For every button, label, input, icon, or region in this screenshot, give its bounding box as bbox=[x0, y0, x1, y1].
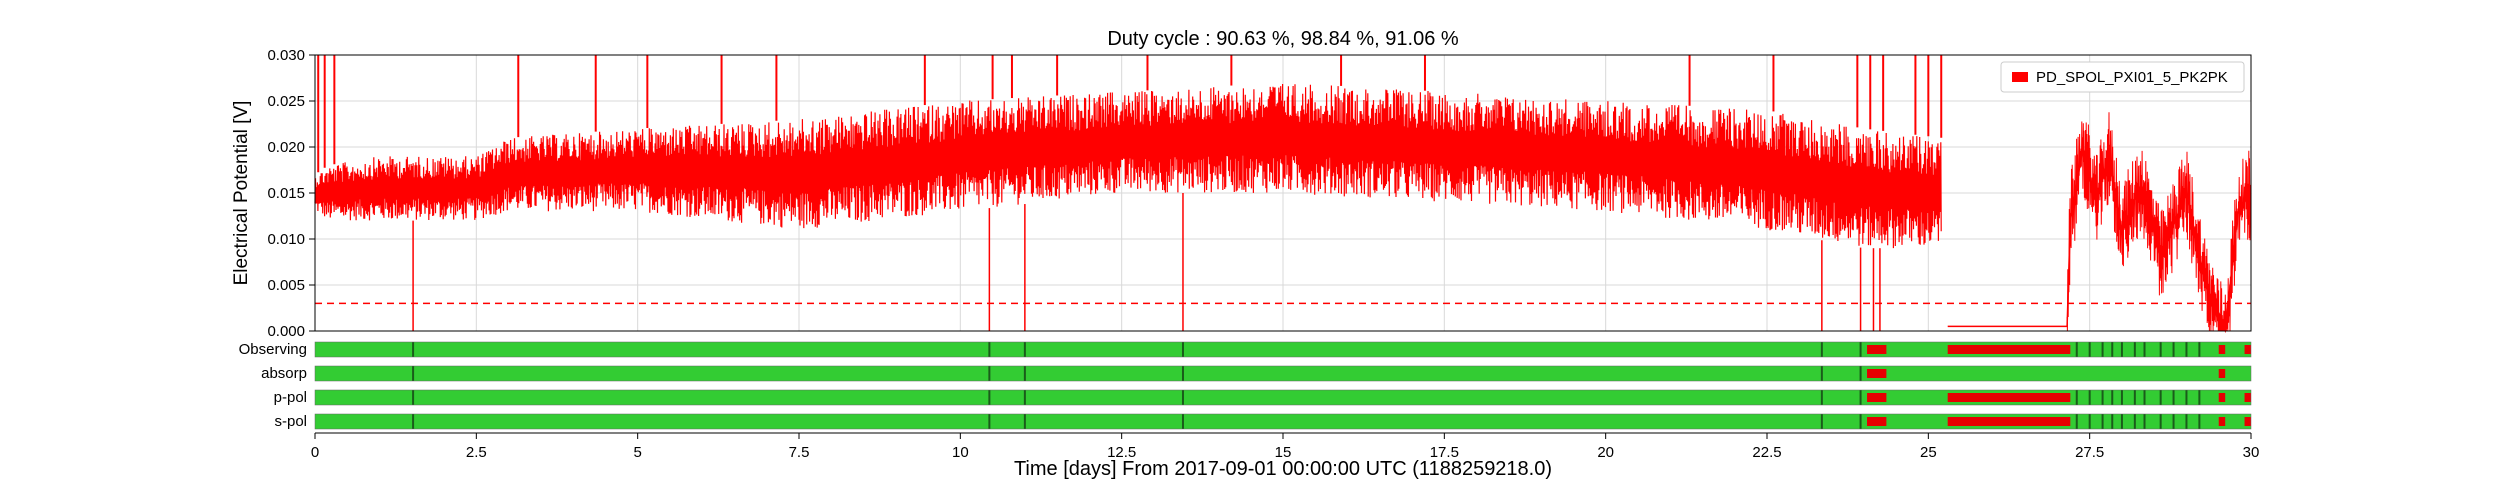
y-tick-label: 0.025 bbox=[267, 93, 305, 110]
x-tick-label: 20 bbox=[1597, 444, 1614, 461]
chart-title: Duty cycle : 90.63 %, 98.84 %, 91.06 % bbox=[1107, 28, 1459, 50]
segment-row-label: absorp bbox=[261, 365, 307, 382]
segment-row-frame bbox=[314, 413, 2252, 430]
segment-on-bar bbox=[315, 342, 2251, 357]
segment-off-bar bbox=[1947, 417, 2071, 426]
segment-off-bar bbox=[2244, 345, 2251, 354]
y-tick-label: 0.030 bbox=[267, 47, 305, 64]
legend-entry: PD_SPOL_PXI01_5_PK2PK bbox=[2036, 69, 2228, 86]
segment-row-frame bbox=[314, 365, 2252, 382]
y-tick-label: 0.020 bbox=[267, 139, 305, 156]
segment-off-bar bbox=[2218, 393, 2226, 402]
segment-on-bar bbox=[315, 390, 2251, 405]
x-tick-label: 22.5 bbox=[1752, 444, 1781, 461]
x-tick-label: 10 bbox=[952, 444, 969, 461]
x-axis-label: Time [days] From 2017-09-01 00:00:00 UTC… bbox=[1014, 458, 1552, 480]
legend-box bbox=[2000, 61, 2245, 93]
x-tick-label: 25 bbox=[1920, 444, 1937, 461]
main-plot: 0.000 0.005 0.010 0.015 0.020 0.025 0.030 Elec… bbox=[231, 47, 2252, 340]
legend-swatch bbox=[2012, 72, 2028, 82]
segment-row-frame bbox=[314, 389, 2252, 406]
series-layer bbox=[314, 55, 2252, 334]
segment-off-bar bbox=[1947, 393, 2071, 402]
segment-off-bar bbox=[2218, 345, 2226, 354]
segment-row-frame bbox=[314, 341, 2252, 358]
x-tick-label: 17.5 bbox=[1430, 444, 1459, 461]
legend: PD_SPOL_PXI01_5_PK2PK bbox=[2000, 61, 2245, 93]
segment-off-bar bbox=[2244, 393, 2251, 402]
y-tick-label: 0.000 bbox=[267, 323, 305, 340]
series-line-main bbox=[314, 83, 1942, 249]
segment-rows: Observing absorp p-pol s-pol bbox=[239, 341, 2252, 430]
x-tick-label: 12.5 bbox=[1107, 444, 1136, 461]
x-tick-label: 7.5 bbox=[789, 444, 810, 461]
x-tick-label: 2.5 bbox=[466, 444, 487, 461]
y-axis-label: Electrical Potential [V] bbox=[231, 101, 252, 286]
segment-off-bar bbox=[1867, 393, 1887, 402]
segment-off-bar bbox=[1947, 345, 2071, 354]
segment-row-label: p-pol bbox=[274, 389, 307, 406]
x-tick-label: 27.5 bbox=[2075, 444, 2104, 461]
segment-off-bar bbox=[2244, 417, 2251, 426]
segment-off-bar bbox=[1867, 345, 1887, 354]
segment-off-bar bbox=[2218, 417, 2226, 426]
x-tick-label: 30 bbox=[2243, 444, 2260, 461]
x-tick-label: 15 bbox=[1275, 444, 1292, 461]
segment-off-bar bbox=[1867, 369, 1887, 378]
y-axis-ticks: 0.000 0.005 0.010 0.015 0.020 0.025 0.030 bbox=[267, 47, 315, 340]
segment-off-bar bbox=[1867, 417, 1887, 426]
x-axis-ticks: 0 2.5 5 7.5 10 12.5 15 17.5 20 22.5 25 27.5 30 bbox=[311, 432, 2260, 461]
segment-row-label: Observing bbox=[239, 341, 307, 358]
y-tick-label: 0.010 bbox=[267, 231, 305, 248]
y-tick-label: 0.005 bbox=[267, 277, 305, 294]
segment-on-bar bbox=[315, 414, 2251, 429]
x-tick-label: 5 bbox=[633, 444, 641, 461]
segment-off-bar bbox=[2218, 369, 2226, 378]
x-tick-label: 0 bbox=[311, 444, 319, 461]
segment-row-label: s-pol bbox=[274, 413, 307, 430]
y-tick-label: 0.015 bbox=[267, 185, 305, 202]
series-noise-late bbox=[2066, 112, 2252, 332]
segment-on-bar bbox=[315, 366, 2251, 381]
